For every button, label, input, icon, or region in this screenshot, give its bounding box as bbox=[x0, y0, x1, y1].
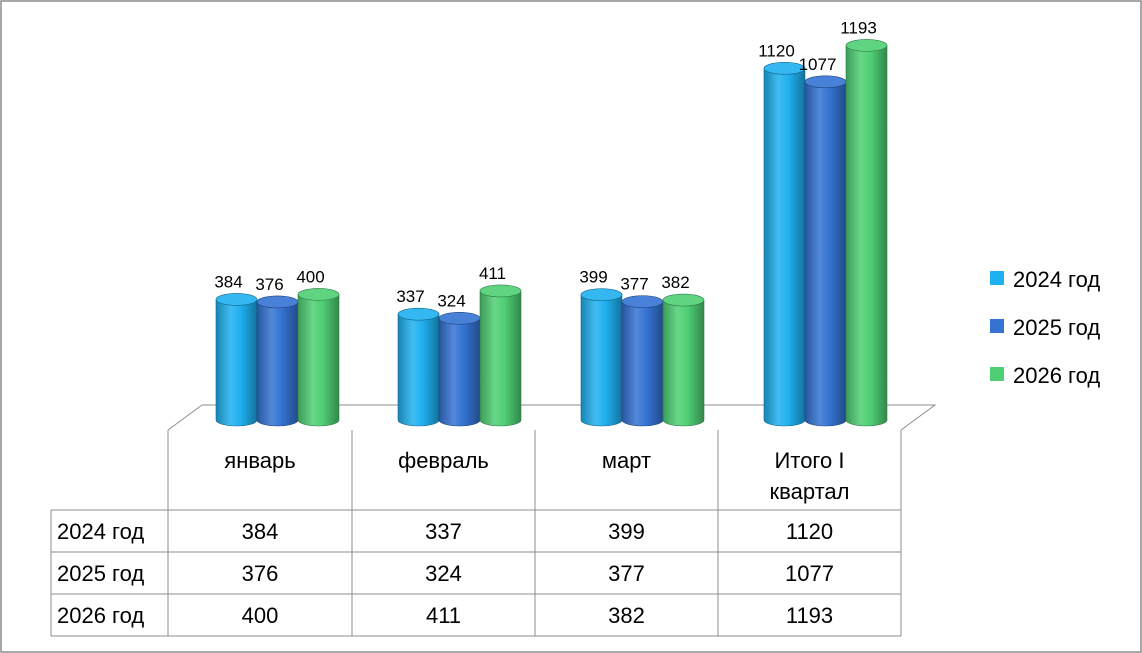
bar-body bbox=[845, 45, 888, 427]
data-label: 324 bbox=[437, 291, 465, 310]
bar-top bbox=[256, 295, 299, 309]
legend-swatch bbox=[990, 367, 1004, 381]
table-cell: 324 bbox=[425, 561, 462, 586]
table-cell: 382 bbox=[608, 603, 645, 628]
legend-swatch bbox=[990, 271, 1004, 285]
table-cell: 376 bbox=[242, 561, 279, 586]
bar-top bbox=[397, 307, 440, 321]
bar-2026-год-0 bbox=[297, 288, 340, 427]
category-label: февраль bbox=[398, 448, 489, 473]
bar-body bbox=[215, 299, 258, 427]
bar-body bbox=[763, 68, 806, 427]
table-cell: 400 bbox=[242, 603, 279, 628]
bar-top bbox=[479, 284, 522, 298]
bar-top bbox=[621, 295, 664, 308]
bar-2025-год-0 bbox=[256, 295, 299, 427]
category-label: январь bbox=[224, 448, 295, 473]
data-label: 382 bbox=[661, 273, 689, 292]
data-label: 384 bbox=[214, 272, 242, 291]
table-cell: 399 bbox=[608, 519, 645, 544]
bar-body bbox=[804, 81, 847, 427]
bar-2024-год-0 bbox=[215, 293, 258, 427]
table-cell: 377 bbox=[608, 561, 645, 586]
data-label: 1077 bbox=[799, 55, 837, 74]
bar-top bbox=[662, 293, 705, 307]
bar-top bbox=[804, 75, 847, 89]
bar-top bbox=[297, 288, 340, 301]
table-row-label: 2025 год bbox=[57, 561, 144, 586]
legend-entry: 2025 год bbox=[1013, 315, 1100, 340]
data-label: 1120 bbox=[758, 41, 795, 60]
bar-2026-год-1 bbox=[479, 284, 522, 427]
data-label: 411 bbox=[479, 264, 506, 283]
bar-top bbox=[438, 311, 481, 325]
table-cell: 384 bbox=[242, 519, 279, 544]
bar-top bbox=[845, 39, 888, 52]
data-label: 399 bbox=[579, 268, 607, 287]
table-row-label: 2024 год bbox=[57, 519, 144, 544]
bar-body bbox=[397, 313, 440, 427]
bar-top bbox=[580, 288, 623, 302]
data-label: 337 bbox=[396, 287, 424, 306]
bar-2025-год-2 bbox=[621, 295, 664, 427]
data-label: 400 bbox=[296, 267, 324, 286]
bar-2026-год-2 bbox=[662, 293, 705, 427]
legend-swatch bbox=[990, 319, 1004, 333]
bar-2024-год-1 bbox=[397, 307, 440, 427]
table-cell: 1077 bbox=[785, 561, 834, 586]
bar-body bbox=[479, 290, 522, 427]
data-label: 376 bbox=[255, 275, 283, 294]
bar-top bbox=[215, 293, 258, 306]
table-cell: 337 bbox=[425, 519, 462, 544]
data-label: 1193 bbox=[840, 18, 877, 37]
table-row-label: 2026 год bbox=[57, 603, 144, 628]
bar-2026-год-3 bbox=[845, 39, 888, 427]
bar-body bbox=[621, 301, 664, 427]
table-cell: 411 bbox=[426, 603, 461, 628]
table-cell: 1193 bbox=[786, 603, 833, 628]
bar-top bbox=[763, 62, 806, 75]
legend-entry: 2024 год bbox=[1013, 267, 1100, 292]
bar-body bbox=[256, 301, 299, 427]
legend: 2024 год 2025 год 2026 год bbox=[990, 267, 1100, 388]
table-cell: 1120 bbox=[786, 519, 833, 544]
bar-2024-год-3 bbox=[763, 62, 806, 427]
category-label: март bbox=[602, 448, 651, 473]
bar-body bbox=[297, 294, 340, 427]
bar-body bbox=[580, 294, 623, 427]
bar-2025-год-3 bbox=[804, 75, 847, 427]
legend-entry: 2026 год bbox=[1013, 363, 1100, 388]
bar-2024-год-2 bbox=[580, 288, 623, 427]
chart-floor bbox=[167, 404, 937, 431]
bar-body bbox=[438, 317, 481, 427]
bar-body bbox=[662, 299, 705, 427]
bar-2025-год-1 bbox=[438, 311, 481, 427]
data-label: 377 bbox=[620, 275, 648, 294]
